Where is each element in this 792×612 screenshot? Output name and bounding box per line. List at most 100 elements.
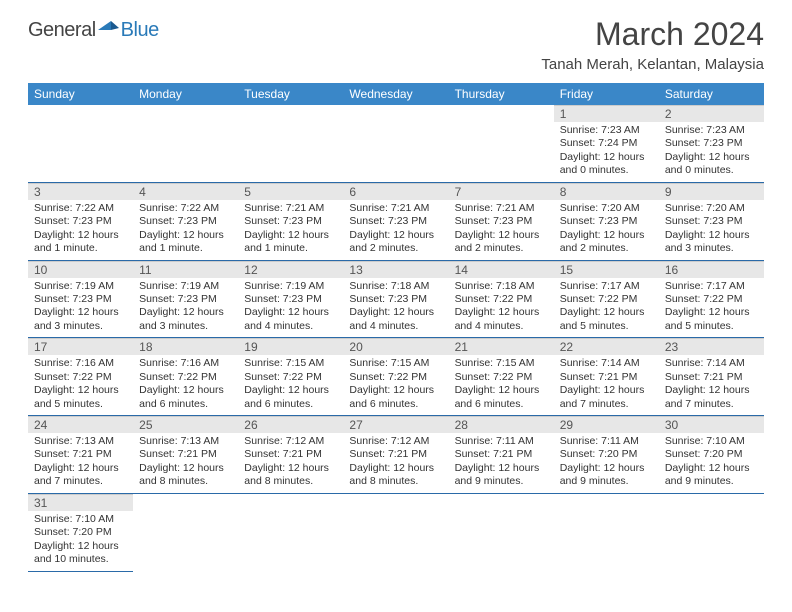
calendar-cell: 11Sunrise: 7:19 AMSunset: 7:23 PMDayligh… — [133, 260, 238, 338]
daylight-text: Daylight: 12 hours and 6 minutes. — [455, 384, 548, 411]
day-number: 2 — [659, 105, 764, 122]
calendar-cell: 14Sunrise: 7:18 AMSunset: 7:22 PMDayligh… — [449, 260, 554, 338]
day-details: Sunrise: 7:22 AMSunset: 7:23 PMDaylight:… — [28, 200, 133, 260]
calendar-cell: 17Sunrise: 7:16 AMSunset: 7:22 PMDayligh… — [28, 338, 133, 416]
daylight-text: Daylight: 12 hours and 6 minutes. — [349, 384, 442, 411]
sunset-text: Sunset: 7:22 PM — [665, 293, 758, 306]
day-details: Sunrise: 7:23 AMSunset: 7:24 PMDaylight:… — [554, 122, 659, 182]
calendar-cell: 22 Sunrise: 7:14 AMSunset: 7:21 PMDayligh… — [554, 338, 659, 416]
sunset-text: Sunset: 7:20 PM — [34, 526, 127, 539]
day-details: Sunrise: 7:15 AMSunset: 7:22 PMDaylight:… — [449, 355, 554, 415]
daylight-text: Daylight: 12 hours and 4 minutes. — [244, 306, 337, 333]
calendar-cell — [554, 493, 659, 571]
weekday-header: Tuesday — [238, 83, 343, 105]
calendar-cell — [343, 105, 448, 182]
day-number: 12 — [238, 261, 343, 278]
day-number: 6 — [343, 183, 448, 200]
calendar-cell: 8Sunrise: 7:20 AMSunset: 7:23 PMDaylight… — [554, 182, 659, 260]
sunset-text: Sunset: 7:22 PM — [244, 371, 337, 384]
calendar-cell: 15Sunrise: 7:17 AMSunset: 7:22 PMDayligh… — [554, 260, 659, 338]
sunrise-text: Sunrise: 7:21 AM — [455, 202, 548, 215]
day-number: 3 — [28, 183, 133, 200]
logo-text-blue: Blue — [121, 19, 159, 42]
calendar-cell — [238, 493, 343, 571]
calendar-cell: 20Sunrise: 7:15 AMSunset: 7:22 PMDayligh… — [343, 338, 448, 416]
sunrise-text: Sunrise: 7:23 AM — [560, 124, 653, 137]
day-number: 4 — [133, 183, 238, 200]
calendar-cell: 4Sunrise: 7:22 AMSunset: 7:23 PMDaylight… — [133, 182, 238, 260]
calendar-cell — [343, 493, 448, 571]
sunrise-text: Sunrise: 7:14 AM — [560, 357, 653, 370]
sunset-text: Sunset: 7:23 PM — [244, 215, 337, 228]
sunset-text: Sunset: 7:23 PM — [455, 215, 548, 228]
sunset-text: Sunset: 7:22 PM — [349, 371, 442, 384]
daylight-text: Daylight: 12 hours and 8 minutes. — [244, 462, 337, 489]
sunrise-text: Sunrise: 7:19 AM — [139, 280, 232, 293]
daylight-text: Daylight: 12 hours and 7 minutes. — [560, 384, 653, 411]
calendar-cell — [449, 105, 554, 182]
day-number: 20 — [343, 338, 448, 355]
sunset-text: Sunset: 7:22 PM — [455, 293, 548, 306]
calendar-cell — [28, 105, 133, 182]
calendar-cell: 26Sunrise: 7:12 AMSunset: 7:21 PMDayligh… — [238, 416, 343, 494]
daylight-text: Daylight: 12 hours and 1 minute. — [139, 229, 232, 256]
day-number: 22 — [554, 338, 659, 355]
sunset-text: Sunset: 7:24 PM — [560, 137, 653, 150]
calendar-body: 1Sunrise: 7:23 AMSunset: 7:24 PMDaylight… — [28, 105, 764, 571]
day-details: Sunrise: 7:17 AMSunset: 7:22 PMDaylight:… — [554, 278, 659, 338]
day-number: 26 — [238, 416, 343, 433]
sunset-text: Sunset: 7:23 PM — [139, 293, 232, 306]
sunset-text: Sunset: 7:22 PM — [34, 371, 127, 384]
weekday-header: Thursday — [449, 83, 554, 105]
sunset-text: Sunset: 7:23 PM — [34, 293, 127, 306]
day-number: 10 — [28, 261, 133, 278]
calendar-week-row: 17Sunrise: 7:16 AMSunset: 7:22 PMDayligh… — [28, 338, 764, 416]
day-details: Sunrise: 7:16 AMSunset: 7:22 PMDaylight:… — [133, 355, 238, 415]
daylight-text: Daylight: 12 hours and 1 minute. — [34, 229, 127, 256]
flag-icon — [98, 18, 120, 42]
day-number: 8 — [554, 183, 659, 200]
daylight-text: Daylight: 12 hours and 3 minutes. — [34, 306, 127, 333]
calendar-cell: 23Sunrise: 7:14 AMSunset: 7:21 PMDayligh… — [659, 338, 764, 416]
day-details: Sunrise: 7:20 AMSunset: 7:23 PMDaylight:… — [554, 200, 659, 260]
daylight-text: Daylight: 12 hours and 6 minutes. — [244, 384, 337, 411]
sunrise-text: Sunrise: 7:16 AM — [139, 357, 232, 370]
sunrise-text: Sunrise: 7:20 AM — [560, 202, 653, 215]
daylight-text: Daylight: 12 hours and 2 minutes. — [455, 229, 548, 256]
day-details: Sunrise: 7:18 AMSunset: 7:22 PMDaylight:… — [449, 278, 554, 338]
weekday-header: Monday — [133, 83, 238, 105]
calendar-cell — [238, 105, 343, 182]
sunset-text: Sunset: 7:23 PM — [349, 215, 442, 228]
day-number: 11 — [133, 261, 238, 278]
calendar-cell: 19Sunrise: 7:15 AMSunset: 7:22 PMDayligh… — [238, 338, 343, 416]
weekday-header: Sunday — [28, 83, 133, 105]
sunset-text: Sunset: 7:20 PM — [665, 448, 758, 461]
sunrise-text: Sunrise: 7:14 AM — [665, 357, 758, 370]
calendar-cell: 29Sunrise: 7:11 AMSunset: 7:20 PMDayligh… — [554, 416, 659, 494]
sunset-text: Sunset: 7:21 PM — [34, 448, 127, 461]
daylight-text: Daylight: 12 hours and 8 minutes. — [139, 462, 232, 489]
day-details: Sunrise: 7:15 AMSunset: 7:22 PMDaylight:… — [238, 355, 343, 415]
day-number: 17 — [28, 338, 133, 355]
sunrise-text: Sunrise: 7:22 AM — [139, 202, 232, 215]
calendar-week-row: 1Sunrise: 7:23 AMSunset: 7:24 PMDaylight… — [28, 105, 764, 182]
daylight-text: Daylight: 12 hours and 0 minutes. — [665, 151, 758, 178]
calendar-cell: 9Sunrise: 7:20 AMSunset: 7:23 PMDaylight… — [659, 182, 764, 260]
day-details: Sunrise: 7:19 AMSunset: 7:23 PMDaylight:… — [238, 278, 343, 338]
sunset-text: Sunset: 7:22 PM — [560, 293, 653, 306]
calendar-week-row: 3Sunrise: 7:22 AMSunset: 7:23 PMDaylight… — [28, 182, 764, 260]
calendar-page: General Blue March 2024 Tanah Merah, Kel… — [0, 0, 792, 590]
day-number: 16 — [659, 261, 764, 278]
daylight-text: Daylight: 12 hours and 4 minutes. — [349, 306, 442, 333]
sunset-text: Sunset: 7:23 PM — [349, 293, 442, 306]
calendar-cell — [659, 493, 764, 571]
weekday-header: Friday — [554, 83, 659, 105]
sunset-text: Sunset: 7:21 PM — [560, 371, 653, 384]
calendar-week-row: 10Sunrise: 7:19 AMSunset: 7:23 PMDayligh… — [28, 260, 764, 338]
logo-text-general: General — [28, 19, 96, 42]
calendar-table: Sunday Monday Tuesday Wednesday Thursday… — [28, 83, 764, 572]
day-details: Sunrise: 7:13 AMSunset: 7:21 PMDaylight:… — [133, 433, 238, 493]
day-number: 25 — [133, 416, 238, 433]
sunset-text: Sunset: 7:23 PM — [665, 215, 758, 228]
day-number: 14 — [449, 261, 554, 278]
